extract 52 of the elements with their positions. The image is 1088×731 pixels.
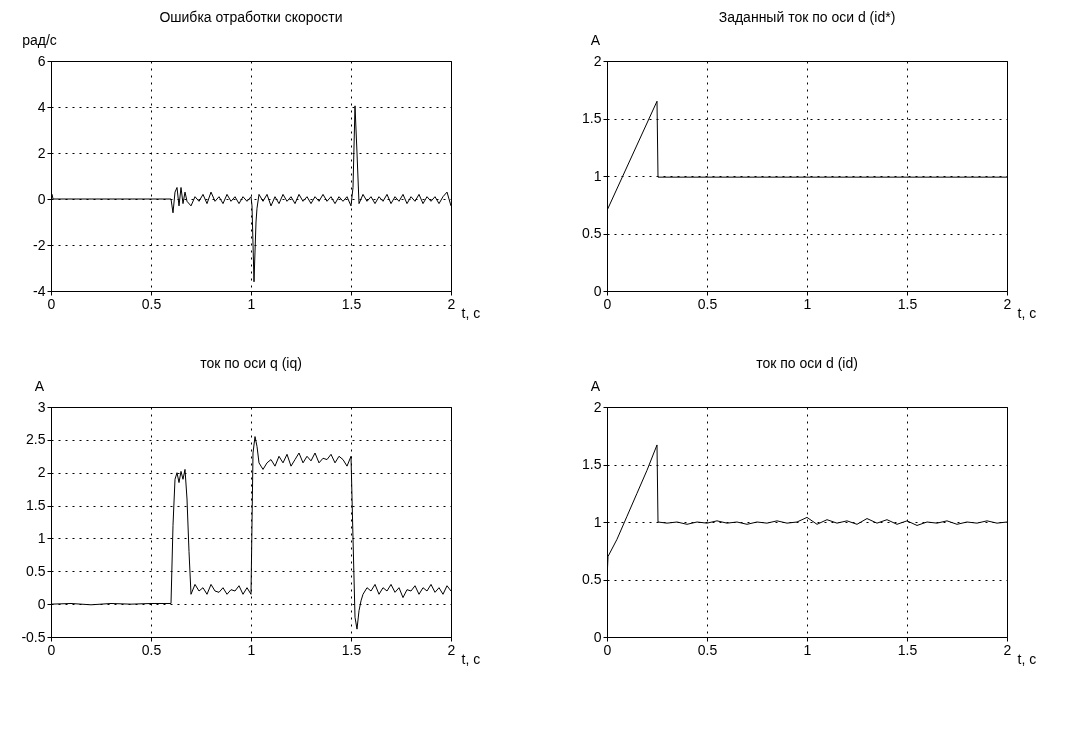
y-tick-label: 6 (37, 52, 46, 69)
y-tick-label: 1 (593, 167, 602, 184)
x-tick-label: 0.5 (141, 295, 162, 312)
chart-title: ток по оси d (id) (756, 355, 858, 371)
x-tick-label: 1.5 (341, 641, 362, 658)
y-tick-label: -4 (33, 282, 46, 299)
y-tick-label: 3 (37, 398, 46, 415)
y-tick-label: 0.5 (582, 571, 602, 587)
x-tick-label: 1 (247, 295, 256, 312)
y-tick-label: 2 (593, 398, 602, 415)
x-tick-label: 1.5 (897, 641, 918, 658)
y-tick-label: 1.5 (26, 497, 46, 514)
x-tick-label: 2 (447, 295, 456, 312)
y-tick-label: 0 (593, 628, 602, 645)
x-axis-title: t, с (1017, 650, 1037, 667)
y-tick-label: 2 (37, 144, 46, 161)
x-tick-label: 0.5 (697, 641, 718, 658)
x-axis-title: t, с (461, 304, 481, 321)
y-axis-title: рад/с (22, 31, 57, 48)
x-tick-label: 1.5 (341, 295, 362, 312)
x-tick-label: 2 (447, 641, 456, 658)
y-tick-label: 2.5 (26, 431, 46, 448)
y-tick-label: 0 (37, 190, 46, 207)
x-axis-title: t, с (461, 650, 481, 667)
x-tick-label: 1 (247, 641, 256, 658)
y-tick-label: 1 (37, 529, 46, 546)
y-tick-label: 0 (593, 282, 602, 299)
chart-title: Заданный ток по оси d (id*) (718, 9, 896, 25)
y-axis-title: А (34, 377, 45, 394)
x-tick-label: 0.5 (697, 295, 718, 312)
y-axis-title: А (590, 377, 601, 394)
chart-title: Ошибка отработки скорости (159, 9, 343, 25)
y-tick-label: 2 (37, 464, 46, 481)
y-tick-label: -2 (33, 236, 46, 253)
y-tick-label: 1.5 (582, 110, 602, 126)
y-axis-title: А (590, 31, 601, 48)
y-tick-label: -0.5 (21, 628, 46, 645)
y-tick-label: 0.5 (582, 225, 602, 241)
x-tick-label: 1 (803, 641, 812, 658)
y-tick-label: 1 (593, 513, 602, 530)
x-axis-title: t, с (1017, 304, 1037, 321)
y-tick-label: 2 (593, 52, 602, 69)
y-tick-label: 4 (37, 98, 46, 115)
chart-title: ток по оси q (iq) (200, 355, 302, 371)
y-tick-label: 0.5 (26, 562, 46, 579)
y-tick-label: 0 (37, 595, 46, 612)
y-tick-label: 1.5 (582, 456, 602, 472)
x-tick-label: 2 (1003, 641, 1012, 658)
x-tick-label: 0.5 (141, 641, 162, 658)
x-tick-label: 1 (803, 295, 812, 312)
x-tick-label: 2 (1003, 295, 1012, 312)
x-tick-label: 1.5 (897, 295, 918, 312)
